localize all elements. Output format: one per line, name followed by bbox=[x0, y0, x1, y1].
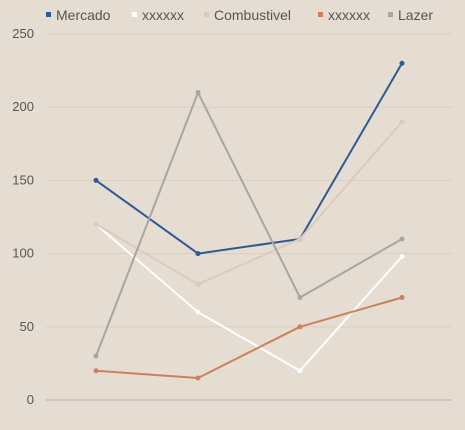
data-point bbox=[93, 353, 99, 359]
legend-label: xxxxxx bbox=[328, 7, 370, 23]
grid bbox=[46, 33, 452, 401]
data-point bbox=[399, 60, 405, 66]
legend-label: Lazer bbox=[398, 7, 433, 23]
data-point bbox=[297, 324, 303, 330]
y-tick-label: 100 bbox=[12, 246, 34, 261]
data-point bbox=[93, 221, 99, 227]
legend-swatch bbox=[318, 12, 323, 17]
series-line-3 bbox=[95, 296, 403, 380]
data-point bbox=[297, 368, 303, 374]
y-tick-label: 0 bbox=[27, 392, 34, 407]
data-point bbox=[195, 251, 201, 257]
legend-label: Mercado bbox=[56, 7, 111, 23]
legend-swatch bbox=[204, 12, 209, 17]
legend-swatch bbox=[46, 12, 51, 17]
y-axis: 0 50 100 150 200 250 bbox=[12, 26, 34, 407]
data-point bbox=[297, 295, 303, 301]
y-tick-label: 50 bbox=[20, 319, 34, 334]
legend-swatch bbox=[388, 12, 393, 17]
data-point bbox=[195, 375, 201, 381]
series-line-0 bbox=[95, 62, 403, 255]
series-line-4 bbox=[95, 91, 403, 357]
data-point bbox=[297, 236, 303, 242]
y-tick-label: 250 bbox=[12, 26, 34, 41]
plot-area bbox=[93, 60, 405, 381]
data-point bbox=[93, 368, 99, 374]
legend-swatch bbox=[132, 12, 137, 17]
legend: Mercado xxxxxx Combustivel xxxxxx Lazer bbox=[46, 7, 433, 23]
series-line-1 bbox=[95, 223, 403, 372]
data-point bbox=[399, 295, 405, 301]
data-point bbox=[399, 254, 405, 260]
data-point bbox=[399, 119, 405, 125]
series-line-2 bbox=[95, 121, 403, 286]
legend-label: xxxxxx bbox=[142, 7, 184, 23]
legend-label: Combustivel bbox=[214, 7, 291, 23]
data-point bbox=[195, 309, 201, 315]
y-tick-label: 150 bbox=[12, 172, 34, 187]
y-tick-label: 200 bbox=[12, 99, 34, 114]
data-point bbox=[399, 236, 405, 242]
data-point bbox=[195, 281, 201, 287]
data-point bbox=[93, 177, 99, 183]
data-point bbox=[195, 90, 201, 96]
